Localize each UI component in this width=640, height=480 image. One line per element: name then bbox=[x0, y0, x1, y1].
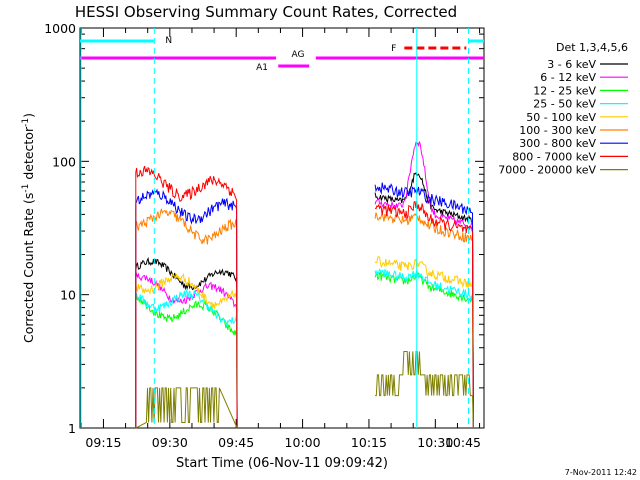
y-axis-label-sup2: -1 bbox=[21, 118, 31, 127]
series-line-interval-1 bbox=[135, 188, 238, 429]
series-line-interval-2 bbox=[374, 268, 474, 429]
series-line-interval-2 bbox=[374, 256, 474, 429]
legend-label: 25 - 50 keV bbox=[533, 98, 596, 111]
series-8 bbox=[135, 351, 474, 429]
flag-label-n: N bbox=[165, 36, 172, 46]
chart-title: HESSI Observing Summary Count Rates, Cor… bbox=[75, 3, 457, 21]
y-axis-label-main: Corrected Count Rate (s bbox=[21, 193, 36, 343]
legend-label: 50 - 100 keV bbox=[526, 111, 596, 124]
series-4 bbox=[135, 256, 474, 429]
x-axis-label: Start Time (06-Nov-11 09:09:42) bbox=[176, 456, 388, 471]
x-tick-label: 09:45 bbox=[218, 435, 254, 450]
series-5 bbox=[135, 208, 474, 429]
series-layer bbox=[135, 141, 474, 429]
legend-label: 3 - 6 keV bbox=[547, 58, 596, 71]
y-tick-label: 10 bbox=[60, 288, 76, 303]
x-tick-label: 09:15 bbox=[85, 435, 121, 450]
x-tick-label: 10:00 bbox=[285, 435, 321, 450]
series-line-interval-2 bbox=[374, 272, 474, 429]
series-line-interval-1 bbox=[135, 272, 238, 429]
legend-label: 6 - 12 keV bbox=[540, 71, 596, 84]
flag-label-a1: A1 bbox=[256, 63, 268, 73]
y-axis-label-end: ) bbox=[21, 113, 36, 118]
series-line-interval-2 bbox=[375, 351, 474, 429]
footer-date: 7-Nov-2011 12:42 bbox=[565, 468, 637, 477]
y-tick-label: 1000 bbox=[44, 21, 76, 36]
series-line-interval-1 bbox=[135, 289, 238, 429]
legend-label: 300 - 800 keV bbox=[519, 137, 596, 150]
flag-label-ag: AG bbox=[292, 50, 305, 60]
legend-label: 800 - 7000 keV bbox=[512, 150, 596, 163]
series-line-interval-1 bbox=[135, 387, 238, 429]
y-axis-label-mid: detector bbox=[21, 126, 36, 184]
legend-label: 100 - 300 keV bbox=[519, 124, 596, 137]
series-3 bbox=[135, 268, 474, 429]
plot-frame bbox=[79, 27, 485, 429]
x-tick-label: 10:30 bbox=[417, 435, 453, 450]
y-axis-label-sup1: -1 bbox=[21, 184, 31, 193]
series-line-interval-2 bbox=[374, 141, 474, 429]
flag-label-f: F bbox=[391, 44, 396, 54]
legend-title: Det 1,3,4,5,6 bbox=[556, 41, 628, 54]
series-1 bbox=[135, 141, 474, 429]
series-2 bbox=[135, 272, 474, 429]
flags-layer: N AG A1 F bbox=[80, 28, 484, 428]
y-tick-label: 100 bbox=[52, 154, 76, 169]
legend-label: 12 - 25 keV bbox=[533, 84, 596, 97]
series-line-interval-1 bbox=[135, 272, 238, 429]
axis-ticks bbox=[80, 28, 484, 429]
series-6 bbox=[135, 182, 474, 429]
x-tick-label: 09:30 bbox=[152, 435, 188, 450]
x-tick-label: 10:45 bbox=[445, 435, 481, 450]
series-line-interval-2 bbox=[374, 182, 474, 429]
y-tick-label: 1 bbox=[68, 421, 76, 436]
series-line-interval-1 bbox=[135, 208, 238, 429]
series-line-interval-2 bbox=[374, 200, 474, 429]
legend-label: 7000 - 20000 keV bbox=[498, 164, 596, 177]
y-tick-labels: 1 10 100 1000 bbox=[44, 21, 76, 436]
y-axis-label: Corrected Count Rate (s-1 detector-1) bbox=[21, 113, 36, 343]
series-line-interval-2 bbox=[374, 172, 474, 429]
series-line-interval-1 bbox=[135, 165, 238, 429]
x-tick-label: 10:15 bbox=[351, 435, 387, 450]
series-7 bbox=[135, 165, 474, 429]
series-line-interval-2 bbox=[374, 211, 474, 429]
